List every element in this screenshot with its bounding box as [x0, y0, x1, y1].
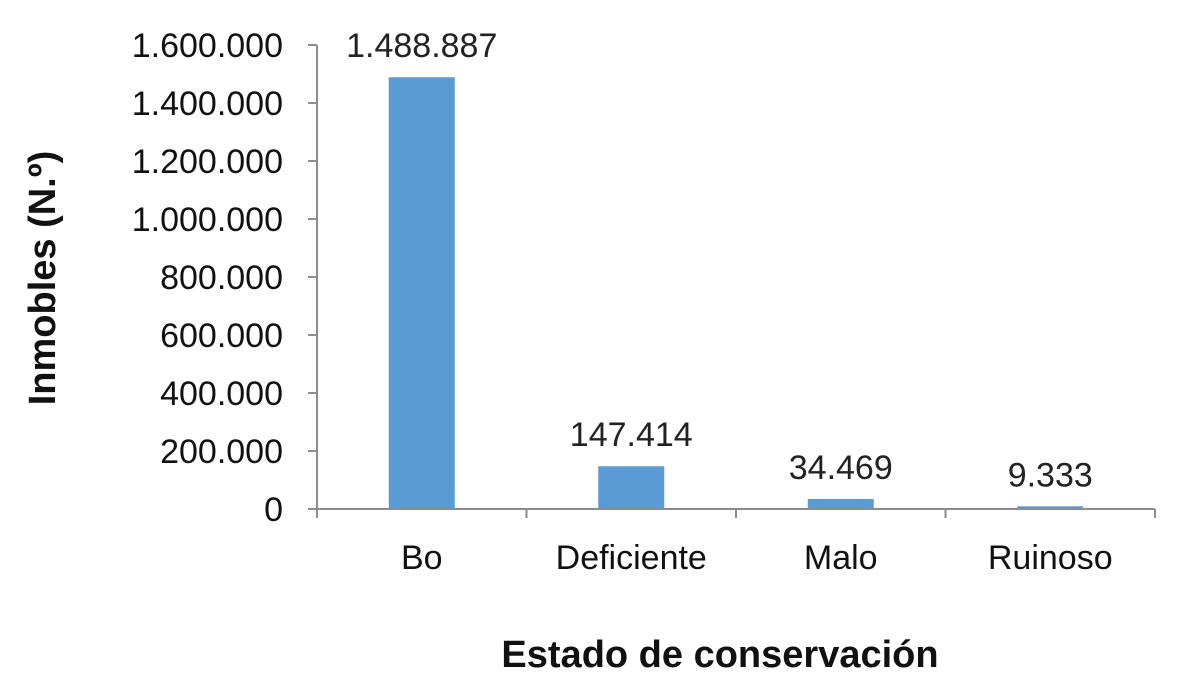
- bar-deficiente: [598, 466, 665, 509]
- x-axis-labels: Bo Deficiente Malo Ruinoso: [401, 539, 1113, 577]
- y-tick-label: 1.400.000: [132, 85, 283, 123]
- x-axis-title: Estado de conservación: [501, 634, 938, 676]
- data-labels: 1.488.887 147.414 34.469 9.333: [346, 27, 1093, 494]
- data-label: 9.333: [1008, 456, 1093, 494]
- y-axis-title: Inmobles (N.º): [22, 151, 64, 406]
- x-tick-label: Bo: [401, 539, 443, 577]
- y-tick-label: 0: [264, 491, 283, 529]
- x-tick-label: Deficiente: [556, 539, 707, 577]
- y-tick-label: 1.600.000: [132, 27, 283, 65]
- x-axis-ticks: [316, 509, 1156, 518]
- bar-bo: [388, 77, 455, 509]
- y-tick-label: 800.000: [160, 259, 283, 297]
- bars: [388, 77, 1084, 509]
- y-axis-ticks: 0 200.000 400.000 600.000 800.000 1.000.000 1.…: [132, 27, 317, 529]
- y-tick-label: 400.000: [160, 375, 283, 413]
- data-label: 147.414: [570, 416, 693, 454]
- bar-ruinoso: [1017, 506, 1084, 509]
- y-tick-label: 200.000: [160, 433, 283, 471]
- x-tick-label: Ruinoso: [988, 539, 1113, 577]
- y-tick-label: 1.200.000: [132, 143, 283, 181]
- x-tick-label: Malo: [804, 539, 878, 577]
- y-tick-label: 600.000: [160, 317, 283, 355]
- bar-malo: [807, 499, 874, 509]
- data-label: 1.488.887: [346, 27, 497, 65]
- y-tick-label: 1.000.000: [132, 201, 283, 239]
- data-label: 34.469: [789, 449, 893, 487]
